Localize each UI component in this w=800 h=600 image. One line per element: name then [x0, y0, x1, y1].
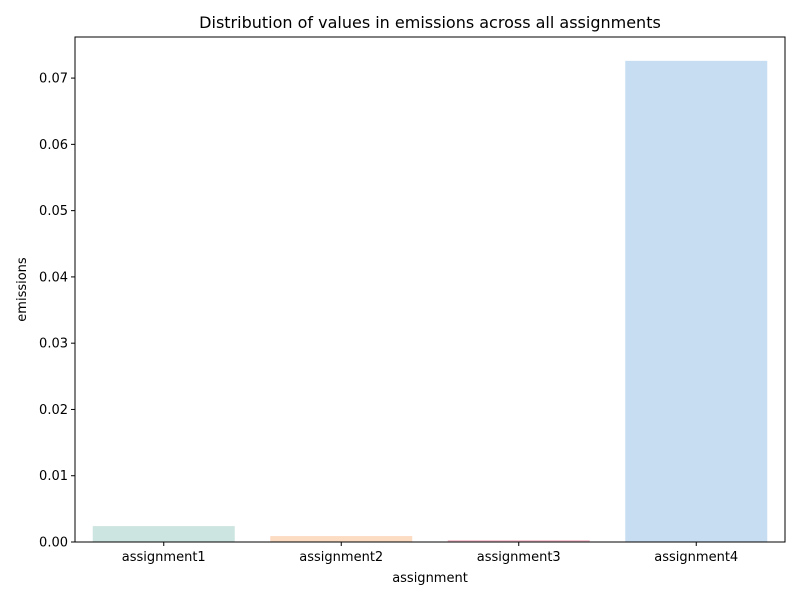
bar-assignment4	[625, 60, 768, 542]
y-tick-label: 0.03	[39, 337, 68, 352]
y-tick-label: 0.05	[39, 204, 68, 219]
x-tick-label: assignment4	[654, 550, 738, 565]
y-tick-label: 0.06	[39, 138, 68, 153]
plot-area-frame	[74, 36, 786, 543]
y-tick-label: 0.07	[39, 72, 68, 87]
y-axis-label: emissions	[15, 257, 30, 322]
bar-assignment1	[92, 526, 235, 542]
x-axis-label: assignment	[392, 571, 468, 586]
y-tick-label: 0.00	[39, 536, 68, 551]
y-axis: 0.00 0.01 0.02 0.03 0.04 0.05 0.06 0.07	[39, 72, 75, 551]
x-tick-label: assignment2	[299, 550, 383, 565]
bar-assignment3	[447, 540, 590, 542]
y-tick-label: 0.01	[39, 469, 68, 484]
bars-group	[92, 60, 768, 542]
x-tick-label: assignment3	[477, 550, 561, 565]
x-tick-label: assignment1	[122, 550, 206, 565]
bar-assignment2	[270, 536, 413, 542]
y-tick-label: 0.02	[39, 403, 68, 418]
chart-title: Distribution of values in emissions acro…	[199, 13, 661, 32]
y-tick-label: 0.04	[39, 270, 68, 285]
x-axis: assignment1 assignment2 assignment3 assignm…	[122, 542, 738, 565]
